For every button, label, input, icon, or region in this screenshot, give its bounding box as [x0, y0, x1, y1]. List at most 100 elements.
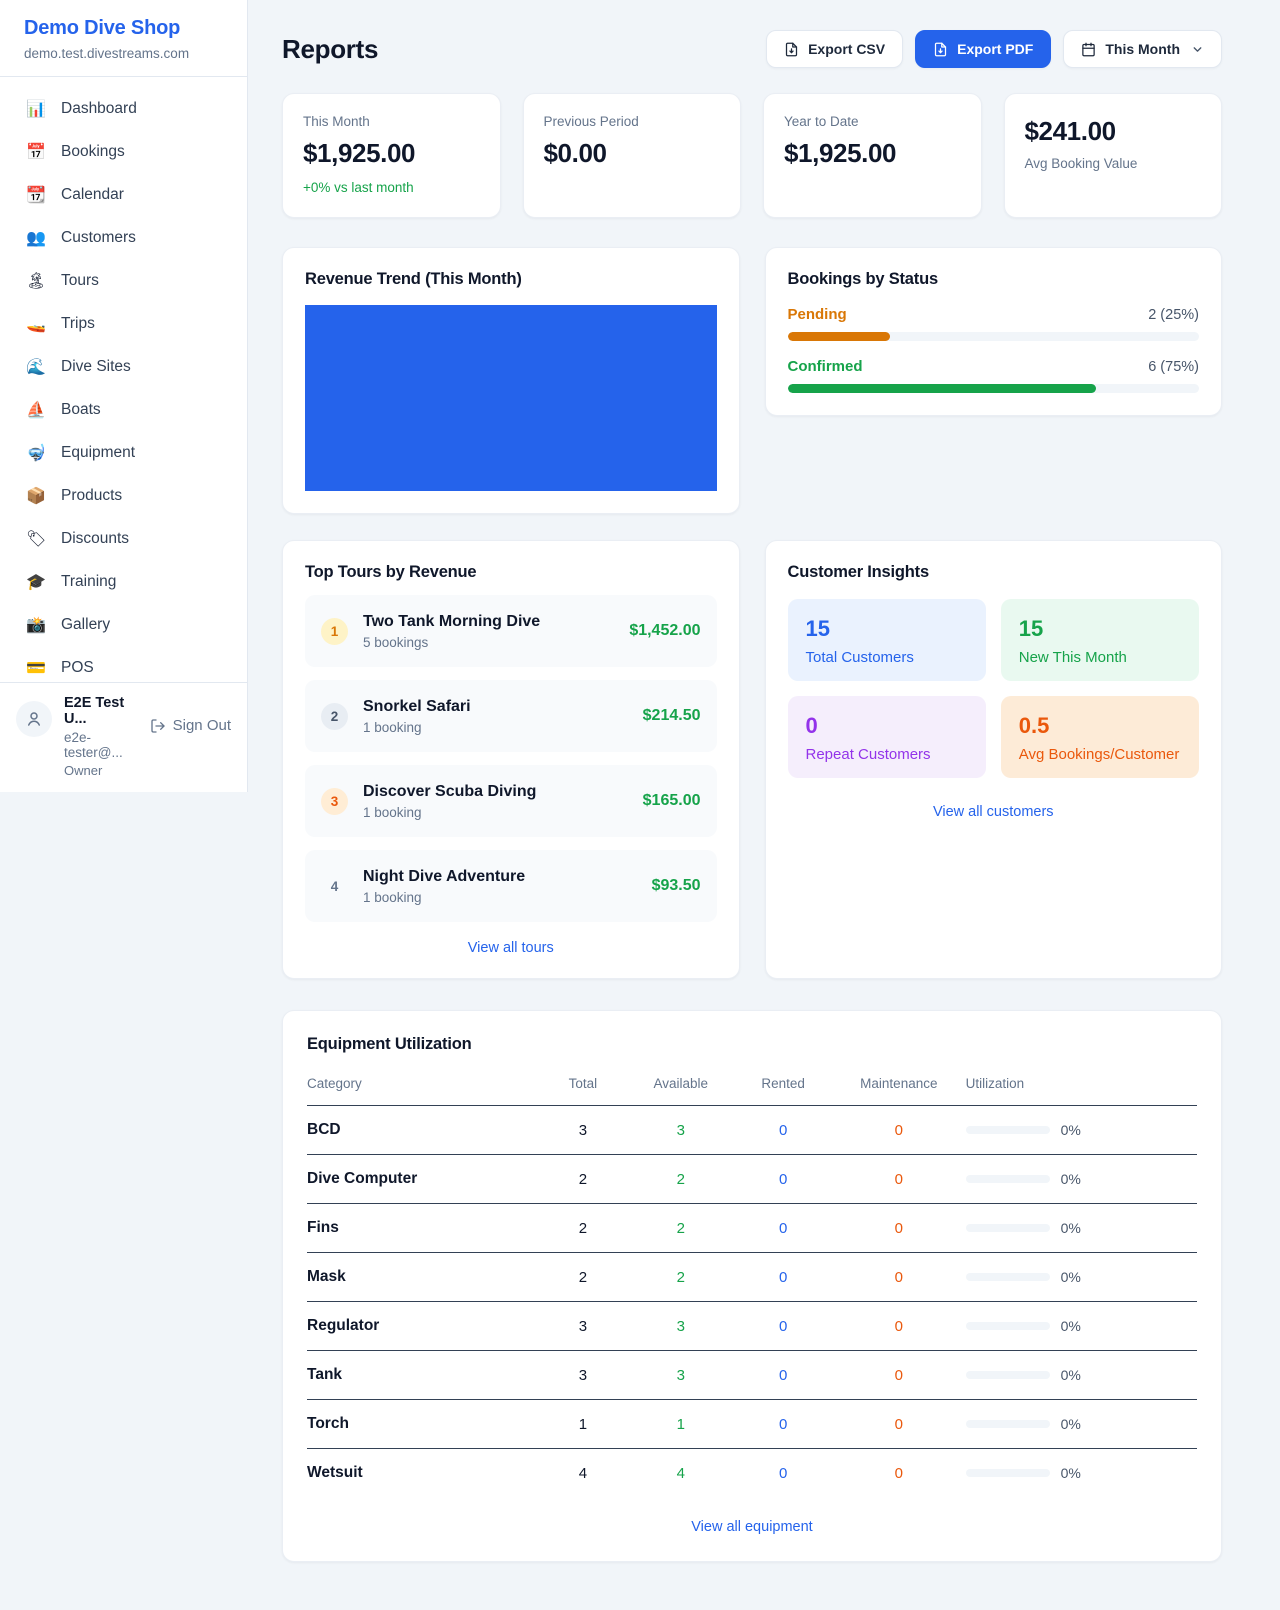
- rank-badge: 4: [330, 878, 339, 894]
- island-icon: 🏝: [26, 272, 47, 290]
- col-rented: Rented: [734, 1066, 833, 1106]
- stat-value: $1,925.00: [784, 138, 897, 168]
- tour-revenue: $1,452.00: [629, 622, 701, 639]
- view-all-customers-link[interactable]: View all customers: [932, 804, 1054, 820]
- rank-badge: 2: [321, 702, 348, 730]
- table-row: Dive Computer 2 2 0 0 0%: [307, 1154, 1197, 1204]
- tour-bookings: 1 booking: [363, 889, 422, 905]
- sidebar-item-trips[interactable]: 🚤 Trips: [26, 314, 95, 333]
- view-all-tours-link[interactable]: View all tours: [467, 940, 554, 956]
- bookings-by-status-title: Bookings by Status: [787, 270, 939, 288]
- utilization-bar: [965, 1224, 1050, 1232]
- tour-bookings: 1 booking: [363, 804, 422, 820]
- sidebar-item-boats[interactable]: ⛵ Boats: [26, 400, 101, 419]
- utilization-bar: [965, 1420, 1050, 1428]
- tour-row: 3 Discover Scuba Diving 1 booking $165.0…: [305, 765, 717, 837]
- stat-value: $1,925.00: [303, 138, 416, 168]
- status-bar-track: [787, 332, 1199, 341]
- avatar: [16, 701, 52, 737]
- equipment-table: Category Total Available Rented Maintena…: [307, 1066, 1197, 1497]
- shop-title: Demo Dive Shop: [24, 17, 181, 39]
- sidebar-nav: 📊 Dashboard 📅 Bookings 📆 Calendar 👥 Cust…: [0, 77, 247, 682]
- sidebar-item-customers[interactable]: 👥 Customers: [26, 228, 136, 247]
- sidebar-item-discounts[interactable]: 🏷 Discounts: [26, 529, 130, 548]
- sidebar-item-bookings[interactable]: 📅 Bookings: [26, 142, 125, 161]
- insights-row: Top Tours by Revenue 1 Two Tank Morning …: [282, 540, 1222, 979]
- rank-badge: 1: [321, 617, 348, 645]
- table-row: BCD 3 3 0 0 0%: [307, 1105, 1197, 1155]
- utilization-bar: [965, 1175, 1050, 1183]
- sign-out-button[interactable]: Sign Out: [150, 717, 231, 734]
- tour-bookings: 1 booking: [363, 719, 422, 735]
- sidebar-item-tours[interactable]: 🏝 Tours: [26, 271, 99, 290]
- table-row: Regulator 3 3 0 0 0%: [307, 1301, 1197, 1351]
- equipment-utilization-title: Equipment Utilization: [307, 1035, 472, 1053]
- people-icon: 👥: [26, 229, 46, 247]
- table-row: Mask 2 2 0 0 0%: [307, 1252, 1197, 1302]
- tour-name: Two Tank Morning Dive: [363, 612, 541, 630]
- sidebar-item-training[interactable]: 🎓 Training: [26, 572, 117, 591]
- sidebar-item-calendar[interactable]: 📆 Calendar: [26, 185, 124, 204]
- sidebar-item-equipment[interactable]: 🤿 Equipment: [26, 443, 136, 462]
- stat-card-previous-period: Previous Period $0.00: [522, 93, 741, 218]
- tile-repeat-customers: 0 Repeat Customers: [787, 696, 986, 778]
- sidebar: Demo Dive Shop demo.test.divestreams.com…: [0, 0, 248, 792]
- col-category: Category: [307, 1066, 539, 1106]
- export-csv-button[interactable]: Export CSV: [766, 30, 904, 68]
- utilization-bar: [965, 1371, 1050, 1379]
- tag-icon: 🏷: [26, 530, 47, 548]
- graduation-cap-icon: 🎓: [26, 573, 46, 591]
- tour-revenue: $93.50: [651, 877, 701, 894]
- sailboat-icon: ⛵: [26, 401, 46, 419]
- calendar-icon: [1082, 42, 1096, 56]
- speedboat-icon: 🚤: [26, 315, 46, 333]
- status-bar-fill: [787, 384, 1097, 393]
- col-total: Total: [538, 1066, 628, 1106]
- period-dropdown[interactable]: This Month: [1063, 30, 1222, 68]
- camera-icon: 📸: [26, 616, 46, 634]
- top-tours-card: Top Tours by Revenue 1 Two Tank Morning …: [282, 540, 740, 979]
- chevron-down-icon: [1193, 46, 1202, 52]
- table-row: Torch 1 1 0 0 0%: [307, 1399, 1197, 1449]
- export-pdf-button[interactable]: Export PDF: [915, 30, 1052, 68]
- table-row: Wetsuit 4 4 0 0 0%: [307, 1464, 1081, 1482]
- col-utilization: Utilization: [965, 1066, 1197, 1106]
- insight-tiles: 15 Total Customers 15 New This Month 0 R…: [787, 599, 1199, 778]
- file-download-icon: [785, 42, 798, 56]
- page-header: Reports Export CSV Export PDF This Month: [282, 30, 1222, 68]
- status-bar-fill: [787, 332, 891, 341]
- tour-row: 1 Two Tank Morning Dive 5 bookings $1,45…: [305, 595, 717, 667]
- tile-total-customers: 15 Total Customers: [787, 599, 986, 681]
- sidebar-header: Demo Dive Shop demo.test.divestreams.com: [0, 0, 247, 77]
- stat-value: $0.00: [543, 138, 607, 168]
- tour-name: Snorkel Safari: [363, 697, 471, 715]
- tour-row: 4 Night Dive Adventure 1 booking $93.50: [305, 850, 717, 922]
- main-content: Reports Export CSV Export PDF This Month: [248, 0, 1222, 1562]
- view-all-equipment-link[interactable]: View all equipment: [691, 1519, 813, 1535]
- status-count: 6 (75%): [1148, 359, 1199, 375]
- utilization-bar: [965, 1322, 1050, 1330]
- table-row: Tank 3 3 0 0 0%: [307, 1350, 1197, 1400]
- utilization-bar: [965, 1126, 1050, 1134]
- col-maintenance: Maintenance: [832, 1066, 966, 1106]
- tour-row: 2 Snorkel Safari 1 booking $214.50: [305, 680, 717, 752]
- tour-name: Discover Scuba Diving: [363, 782, 537, 800]
- user-role: Owner: [64, 763, 103, 778]
- tile-avg-bookings-customer: 0.5 Avg Bookings/Customer: [1000, 696, 1199, 778]
- stats-row: This Month $1,925.00 +0% vs last month P…: [282, 93, 1222, 218]
- diving-mask-icon: 🤿: [26, 444, 46, 462]
- sidebar-item-gallery[interactable]: 📸 Gallery: [26, 615, 111, 634]
- sidebar-item-pos[interactable]: 💳 POS: [26, 658, 94, 677]
- equipment-utilization-card: Equipment Utilization Category Total Ava…: [282, 1010, 1222, 1562]
- tile-new-this-month: 15 New This Month: [1000, 599, 1199, 681]
- file-download-icon: [934, 42, 947, 56]
- status-bar-track: [787, 384, 1199, 393]
- sidebar-item-products[interactable]: 📦 Products: [26, 486, 123, 505]
- utilization-bar: [965, 1273, 1050, 1281]
- sidebar-item-dashboard[interactable]: 📊 Dashboard: [26, 99, 137, 118]
- user-info: E2E Test U... e2e-tester@... Owner: [64, 695, 138, 778]
- stat-card-avg-booking-value: $241.00 Avg Booking Value: [1003, 93, 1222, 218]
- sidebar-item-dive-sites[interactable]: 🌊 Dive Sites: [26, 357, 131, 376]
- user-section: E2E Test U... e2e-tester@... Owner Sign …: [0, 682, 247, 792]
- person-icon: [28, 712, 40, 726]
